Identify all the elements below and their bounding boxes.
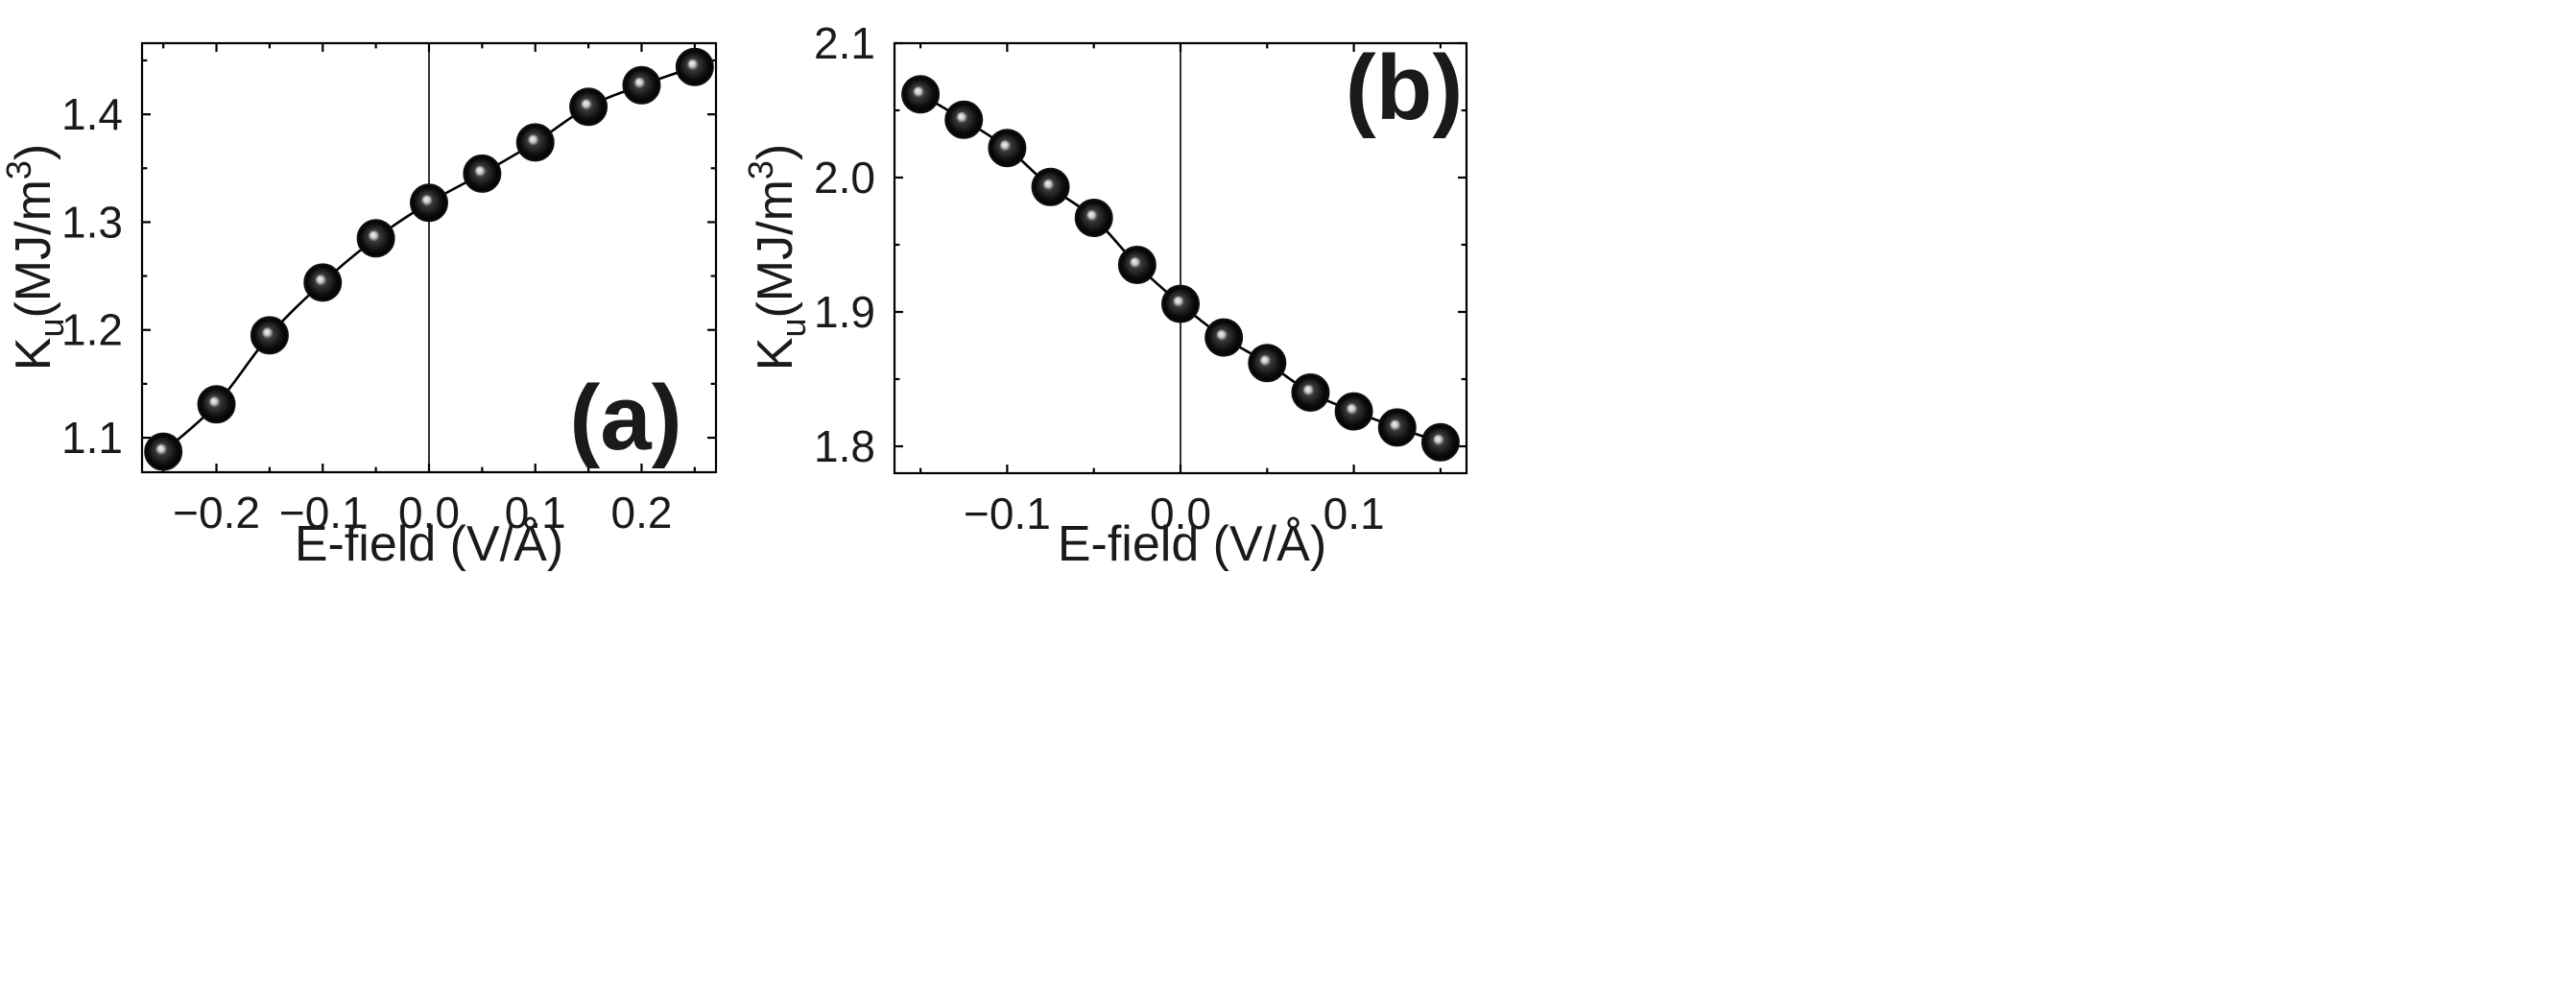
x-tick-label: 0.1	[1324, 489, 1385, 538]
y-tick-label: 1.4	[61, 89, 123, 139]
y-tick-label: 1.8	[814, 421, 875, 471]
y-tick-label: 1.1	[61, 413, 123, 463]
panel-label: (b)	[1346, 36, 1464, 139]
data-point-marker	[988, 129, 1027, 168]
data-point-marker	[1291, 373, 1330, 412]
data-point	[250, 316, 289, 355]
data-point-marker	[675, 47, 714, 86]
panel-label: (a)	[569, 367, 681, 469]
data-point-marker	[356, 219, 395, 258]
data-point-marker	[1420, 422, 1460, 462]
x-tick-label: 0.0	[398, 488, 460, 537]
y-tick-label: 1.3	[61, 197, 123, 247]
data-point	[1161, 284, 1200, 323]
x-tick-label: −0.1	[279, 488, 367, 537]
data-point	[1291, 373, 1330, 412]
y-axis-label-superscript: 3	[741, 160, 780, 179]
data-point-marker	[569, 87, 608, 127]
data-point-marker	[1117, 246, 1157, 284]
y-tick-label: 2.0	[814, 153, 875, 203]
data-point-marker	[901, 75, 941, 114]
data-point	[197, 385, 236, 424]
y-tick-label: 1.9	[814, 287, 875, 337]
x-axis-label: E-field (V/Å)	[295, 516, 563, 572]
data-point	[410, 183, 448, 223]
data-point	[988, 129, 1027, 168]
data-point	[1248, 344, 1287, 383]
data-point	[463, 154, 502, 193]
data-point	[675, 47, 714, 86]
data-point-marker	[622, 65, 661, 105]
data-point-marker	[1334, 392, 1373, 431]
chart-panel-b: −0.1 0.0 0.1 1.8 1.9 2.0 2.1 E-field (V/Å) Ku(MJ…	[741, 18, 1468, 572]
y-axis-label-unit-close: )	[748, 144, 803, 160]
y-axis-label-subscript: u	[32, 319, 71, 338]
data-point-marker	[410, 183, 448, 223]
data-point	[1420, 422, 1460, 462]
y-axis-label-unit: (MJ/m	[748, 179, 803, 318]
x-tick-label: −0.1	[964, 489, 1051, 538]
y-tick-label: 2.1	[814, 18, 875, 68]
data-point	[1031, 167, 1070, 206]
data-point-marker	[1074, 199, 1113, 237]
x-axis-label: E-field (V/Å)	[1058, 516, 1326, 572]
y-axis-label: Ku(MJ/m3)	[741, 144, 813, 370]
y-tick-label: 1.2	[61, 305, 123, 355]
x-tick-label: 0.0	[1150, 489, 1211, 538]
data-point	[144, 432, 183, 471]
data-point	[356, 219, 395, 258]
data-point	[515, 123, 555, 162]
data-point-marker	[1377, 408, 1417, 447]
data-point	[1117, 246, 1157, 284]
y-axis-label-unit-close: )	[6, 144, 61, 160]
y-axis-label-main: K	[6, 337, 61, 370]
x-tick-label: 0.1	[505, 488, 566, 537]
y-axis-label-main: K	[748, 337, 803, 370]
data-point	[1377, 408, 1417, 447]
data-point	[569, 87, 608, 127]
data-point-marker	[515, 123, 555, 162]
data-point-marker	[197, 385, 236, 424]
data-point	[622, 65, 661, 105]
y-axis-label-subscript: u	[774, 319, 813, 338]
data-point-marker	[303, 263, 343, 302]
data-point-marker	[1031, 167, 1070, 206]
data-point	[901, 75, 941, 114]
data-point-marker	[144, 432, 183, 471]
x-tick-label: 0.2	[611, 488, 673, 537]
y-axis-label-unit: (MJ/m	[6, 179, 61, 318]
data-point-marker	[1248, 344, 1287, 383]
data-point-marker	[250, 316, 289, 355]
data-point-marker	[463, 154, 502, 193]
data-point	[944, 100, 984, 139]
y-axis-label: Ku(MJ/m3)	[0, 144, 71, 370]
data-point	[1205, 318, 1244, 357]
data-point-marker	[1161, 284, 1200, 323]
data-point	[303, 263, 343, 302]
x-tick-label: −0.2	[173, 488, 260, 537]
data-point	[1074, 199, 1113, 237]
data-point-marker	[944, 100, 984, 139]
data-point	[1334, 392, 1373, 431]
data-point-marker	[1205, 318, 1244, 357]
y-axis-label-superscript: 3	[0, 160, 38, 179]
chart-panel-a: −0.2 −0.1 0.0 0.1 0.2 1.1 1.2 1.3 1.4 E-field (V/…	[0, 41, 718, 572]
